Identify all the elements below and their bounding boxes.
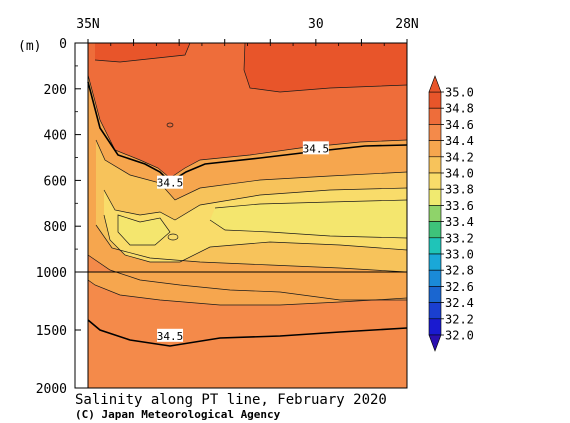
contour-labels: 34.5 34.5 34.5 [157,141,330,343]
colorbar-legend: 35.0 34.8 34.6 34.4 34.2 34.0 33.8 33.6 33.4 33.2… [428,75,474,352]
colorbar-label: 33.4 [445,215,474,229]
chart-title: Salinity along PT line, February 2020 [75,392,387,408]
contour-label: 34.5 [157,177,184,190]
y-axis: 0 200 400 600 800 1000 1500 2000 [36,37,81,397]
colorbar-label: 34.0 [445,167,474,181]
y-tick-label: 800 [44,220,67,235]
colorbar-swatch [428,205,442,222]
contour-line [103,187,407,221]
colorbar-swatch [428,156,442,174]
colorbar-swatch [428,107,442,125]
colorbar-swatch [428,221,442,239]
contour-label: 34.5 [157,330,184,343]
colorbar-swatch [428,140,442,158]
x-tick-label: 28N [395,17,418,32]
x-axis: 35N 30 28N [76,17,419,46]
colorbar-swatch [428,318,442,336]
field-core-west [95,43,190,62]
contour-line [243,43,407,93]
contour-line [94,43,191,63]
contour-label-bg [157,175,184,189]
field-deep-34-4 [88,272,407,305]
colorbar-swatch [428,237,442,255]
y-tick-label: 1500 [36,324,67,339]
y-tick-label: 400 [44,129,67,144]
colorbar-label: 33.0 [445,248,474,262]
contour-line [95,224,407,273]
contour-line [103,214,407,263]
contour-label: 34.5 [303,142,330,155]
x-tick-label: 35N [76,17,99,32]
credit-text: (C) Japan Meteorological Agency [75,408,281,421]
x-tick-label: 30 [308,17,324,32]
colorbar-swatch [428,91,442,109]
colorbar-label: 32.0 [445,329,474,343]
y-axis-unit: (m) [18,39,41,54]
colorbar-label: 35.0 [445,86,474,100]
colorbar-swatch [428,286,442,303]
contour-line [167,233,179,241]
contour-label-bg [157,328,184,342]
y-tick-label: 1000 [36,266,67,281]
colorbar-swatch [428,269,442,287]
colorbar-label: 34.8 [445,102,474,116]
colorbar-swatch [428,302,442,320]
colorbar-label: 32.8 [445,264,474,278]
contour-line [117,214,171,246]
colorbar-swatch [428,253,442,271]
plot-area [74,42,408,389]
colorbar-swatch [428,188,442,206]
contour-line [87,279,407,306]
contour-line [95,139,407,201]
y-tick-label: 2000 [36,382,67,397]
colorbar-swatch [428,124,442,141]
y-tick-label: 200 [44,83,67,98]
contour-line [166,122,174,128]
contour-line [209,219,407,239]
colorbar-top-arrow [428,75,442,93]
colorbar-label: 32.4 [445,296,474,310]
colorbar-label: 33.8 [445,183,474,197]
colorbar-label: 33.6 [445,199,474,213]
salinity-fields [87,43,407,388]
field-33-8-west [118,215,170,245]
y-tick-label: 600 [44,174,67,189]
contour-line [214,199,407,209]
plot-border [74,42,408,389]
colorbar-bottom-arrow [428,334,442,352]
field-core-34-8 [244,43,407,92]
field-33-8-east [210,200,407,238]
colorbar-swatch [428,172,442,190]
colorbar-label: 33.2 [445,231,474,245]
contour-34-5-deep [87,319,407,347]
colorbar-label: 34.4 [445,134,474,148]
contour-label-bg [302,141,329,155]
colorbar-label: 34.6 [445,118,474,132]
colorbar-label: 32.2 [445,312,474,326]
y-tick-label: 0 [59,37,67,52]
colorbar-label: 32.6 [445,280,474,294]
colorbar-label: 34.2 [445,150,474,164]
